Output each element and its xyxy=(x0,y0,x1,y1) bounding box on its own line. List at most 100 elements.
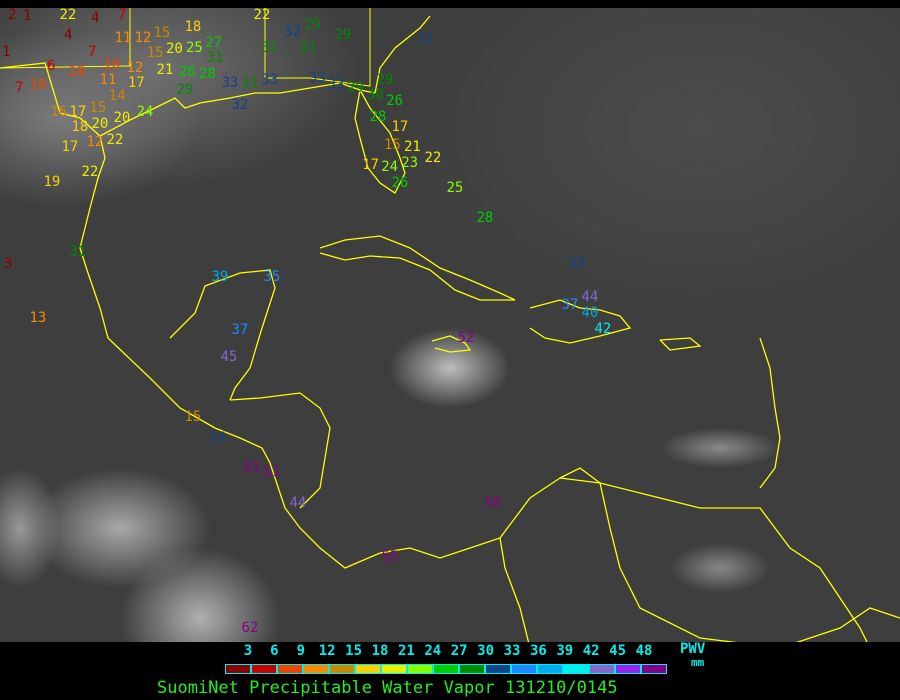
hispaniola xyxy=(529,299,632,344)
legend-swatch xyxy=(303,664,329,674)
pwv-station-value: 50 xyxy=(484,494,502,511)
pwv-station-value: 10 xyxy=(68,63,86,80)
legend-swatch xyxy=(485,664,511,674)
pwv-station-value: 33 xyxy=(308,69,326,86)
central-america xyxy=(229,392,331,509)
south-america xyxy=(499,537,530,642)
legend-swatch xyxy=(433,664,459,674)
pwv-station-value: 12 xyxy=(134,29,152,46)
legend-tick-label: 45 xyxy=(609,643,627,659)
pwv-station-value: 17 xyxy=(61,138,79,155)
pwv-station-value: 10 xyxy=(103,56,121,73)
pwv-station-value: 29 xyxy=(346,79,364,96)
south-america-north-coast xyxy=(559,467,900,642)
pwv-station-value: 33 xyxy=(568,255,586,272)
pwv-station-value: 18 xyxy=(71,118,89,135)
pwv-station-value: 11 xyxy=(99,71,117,88)
pwv-station-value: 55 xyxy=(381,548,399,565)
pwv-station-value: 22 xyxy=(81,163,99,180)
legend-swatch xyxy=(329,664,355,674)
pwv-station-value: 19 xyxy=(43,173,61,190)
legend-tick-label: 48 xyxy=(635,643,653,659)
legend-unit: mm xyxy=(691,656,705,669)
pwv-station-value: 4 xyxy=(91,9,100,26)
pwv-station-value: 28 xyxy=(369,108,387,125)
legend-tick-label: 39 xyxy=(556,643,574,659)
pwv-station-value: 17 xyxy=(69,103,87,120)
pwv-station-value: 21 xyxy=(404,139,421,156)
pwv-station-value: 15 xyxy=(146,44,164,61)
pwv-station-value: 31 xyxy=(69,243,87,260)
legend-swatch xyxy=(537,664,563,674)
satellite-map[interactable]: 2 1 22 4 7 4 1 7 6 10 10 12 7 10 11 14 17 16 17 15 18 20 20 24 1… xyxy=(0,8,900,642)
pwv-station-value: 24 xyxy=(136,103,154,120)
legend-tick-label: 33 xyxy=(503,643,521,659)
pwv-station-value: 20 xyxy=(91,116,109,132)
legend-tick-label: 36 xyxy=(529,643,547,659)
pwv-station-value: 31 xyxy=(241,74,259,91)
legend-swatch xyxy=(511,664,537,674)
pwv-station-value: 14 xyxy=(108,87,126,104)
florida-atlantic-coast xyxy=(374,15,431,94)
antilles xyxy=(759,337,781,489)
pwv-station-value: 44 xyxy=(581,289,599,306)
pwv-station-value: 1 xyxy=(2,43,11,60)
pwv-station-value: 11 xyxy=(114,29,132,46)
legend-swatch xyxy=(251,664,277,674)
pwv-station-value: 31 xyxy=(206,50,224,67)
legend-swatch xyxy=(641,664,667,674)
pwv-station-value: 1 xyxy=(23,8,32,24)
pwv-station-value: 29 xyxy=(176,81,194,98)
pwv-station-value: 7 xyxy=(15,79,24,96)
pwv-station-value: 12 xyxy=(126,59,144,76)
legend-tick-label: 27 xyxy=(450,643,468,659)
pwv-station-value: 26 xyxy=(391,175,409,192)
pwv-station-value: 44 xyxy=(289,494,307,511)
pwv-station-value: 21 xyxy=(156,61,174,78)
pwv-station-value: 22 xyxy=(59,8,77,23)
pwv-station-value: 51 xyxy=(243,459,261,476)
pwv-station-value: 33 xyxy=(416,30,434,47)
puerto-rico xyxy=(659,337,702,351)
legend-tick-label: 3 xyxy=(243,643,253,659)
pwv-station-value: 33 xyxy=(327,76,345,93)
pwv-station-value: 25 xyxy=(186,39,203,56)
pwv-station-value: 31 xyxy=(261,39,279,56)
pwv-station-value: 45 xyxy=(220,348,238,365)
pwv-station-value: 20 xyxy=(113,109,131,126)
pwv-station-value: 40 xyxy=(581,305,599,322)
legend-tick-label: 21 xyxy=(397,643,415,659)
pwv-station-value: 26 xyxy=(179,63,196,80)
pwv-station-value: 22 xyxy=(106,132,124,148)
pwv-station-value: 15 xyxy=(89,99,107,116)
coastlines xyxy=(0,8,900,642)
pwv-station-value: 26 xyxy=(386,92,403,109)
pwv-station-value: 25 xyxy=(446,179,464,196)
legend-tick-label: 6 xyxy=(270,643,279,659)
pwv-station-value: 62 xyxy=(241,619,259,636)
legend-swatch xyxy=(615,664,641,674)
pwv-station-value: 3 xyxy=(4,255,13,272)
pwv-station-value: 29 xyxy=(376,71,394,88)
legend-tick-label: 9 xyxy=(296,643,306,659)
legend-swatch xyxy=(355,664,381,674)
pwv-station-value: 37 xyxy=(561,296,579,313)
us-gulf-coast xyxy=(99,82,376,137)
pwv-station-value: 33 xyxy=(261,71,279,88)
pwv-station-value: 17 xyxy=(391,118,409,135)
pwv-station-value: 22 xyxy=(424,149,442,166)
pwv-station-value: 34 xyxy=(209,429,227,446)
legend-swatch xyxy=(225,664,251,674)
pwv-station-value: 52 xyxy=(457,329,475,346)
florida-peninsula xyxy=(354,89,406,194)
pwv-station-value: 29 xyxy=(304,16,321,33)
legend-swatch xyxy=(459,664,485,674)
pwv-station-value: 28 xyxy=(199,66,216,83)
pwv-station-value: 31 xyxy=(299,39,317,56)
pwv-station-value: 6 xyxy=(47,57,56,74)
cuba xyxy=(319,235,516,301)
legend-swatch xyxy=(407,664,433,674)
legend-swatch xyxy=(563,664,589,674)
legend-tick-label: 12 xyxy=(318,643,336,659)
